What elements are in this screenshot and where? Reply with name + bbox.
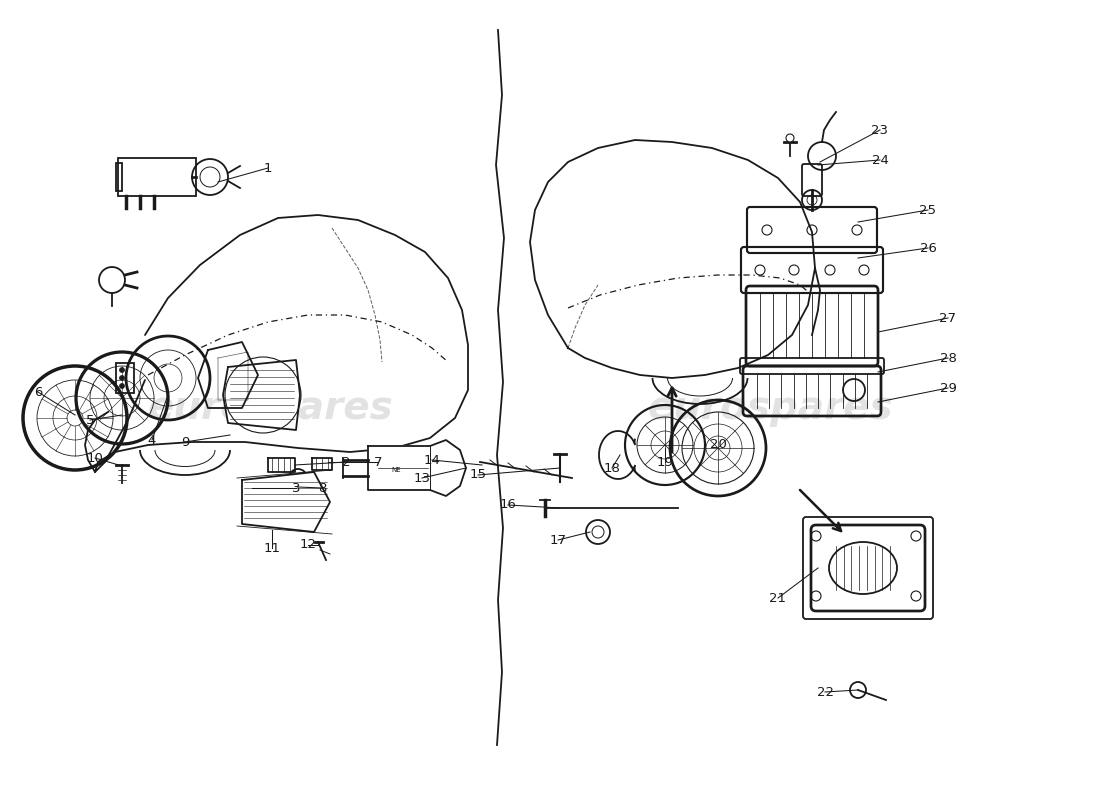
Text: 20: 20 xyxy=(710,438,726,451)
Circle shape xyxy=(120,383,124,389)
Circle shape xyxy=(120,375,124,381)
Text: 25: 25 xyxy=(920,203,936,217)
Text: 11: 11 xyxy=(264,542,280,554)
Text: 13: 13 xyxy=(414,471,430,485)
Text: 17: 17 xyxy=(550,534,566,546)
Circle shape xyxy=(786,134,794,142)
Text: 24: 24 xyxy=(871,154,889,166)
Text: 14: 14 xyxy=(424,454,440,466)
Text: NE: NE xyxy=(392,467,400,473)
Text: 21: 21 xyxy=(770,591,786,605)
Text: 22: 22 xyxy=(816,686,834,698)
Bar xyxy=(118,158,196,196)
Text: 5: 5 xyxy=(86,414,95,426)
Text: 1: 1 xyxy=(264,162,273,174)
Text: 15: 15 xyxy=(470,469,486,482)
Text: 2: 2 xyxy=(342,455,350,469)
Text: 10: 10 xyxy=(87,451,103,465)
Text: 19: 19 xyxy=(657,455,673,469)
Text: eurospares: eurospares xyxy=(647,389,893,427)
Text: 9: 9 xyxy=(180,435,189,449)
Text: 28: 28 xyxy=(939,351,956,365)
Text: 4: 4 xyxy=(147,434,156,446)
Text: 6: 6 xyxy=(34,386,42,398)
Text: 23: 23 xyxy=(871,123,889,137)
Polygon shape xyxy=(368,440,466,496)
Polygon shape xyxy=(223,360,300,430)
Text: 16: 16 xyxy=(499,498,516,511)
Text: 26: 26 xyxy=(920,242,936,254)
Text: 12: 12 xyxy=(299,538,317,551)
Text: 18: 18 xyxy=(604,462,620,474)
Polygon shape xyxy=(242,472,330,532)
Text: 29: 29 xyxy=(939,382,956,394)
Text: eurospares: eurospares xyxy=(147,389,393,427)
Text: 8: 8 xyxy=(318,482,327,494)
Text: 7: 7 xyxy=(374,455,383,469)
Text: 3: 3 xyxy=(292,482,300,494)
Text: 27: 27 xyxy=(939,311,957,325)
Circle shape xyxy=(120,367,124,373)
Bar xyxy=(116,163,122,191)
